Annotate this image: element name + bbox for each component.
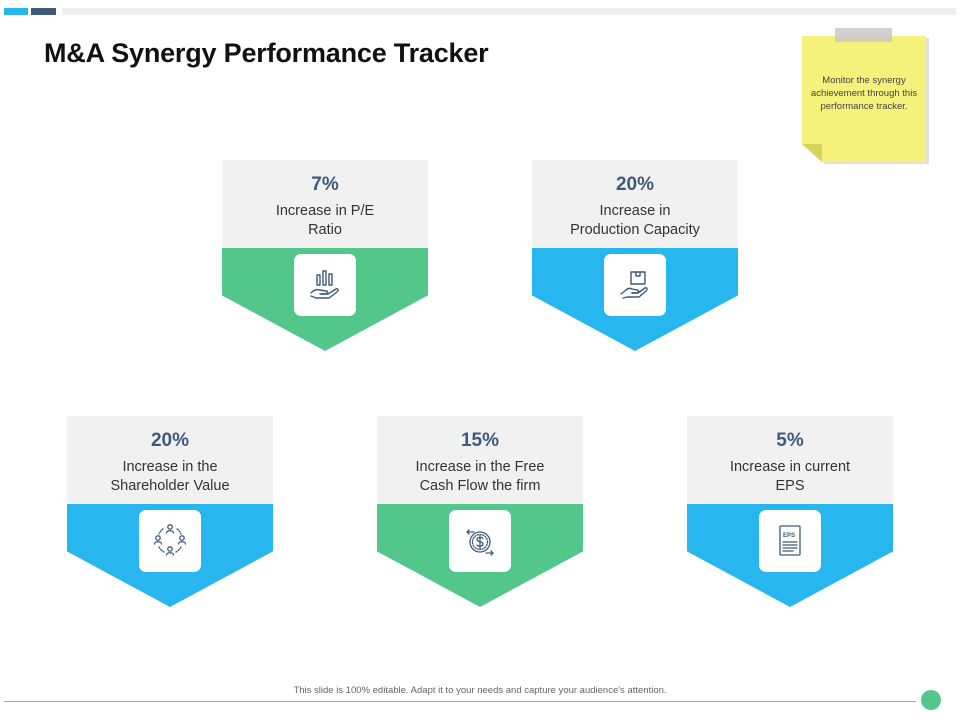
card-icon-box	[449, 510, 511, 572]
people-cycle-icon	[153, 524, 187, 556]
dollar-cycle-icon	[466, 529, 494, 556]
card-label: Increase in P/E Ratio	[232, 202, 418, 240]
sticky-note-text: Monitor the synergy achievement through …	[810, 75, 918, 112]
top-accent-bar	[0, 8, 960, 15]
card-label: Increase in Production Capacity	[542, 202, 728, 240]
page-title: M&A Synergy Performance Tracker	[44, 38, 489, 68]
card-label-line2: EPS	[775, 478, 805, 494]
card-icon-box	[139, 510, 201, 572]
footer-text: This slide is 100% editable. Adapt it to…	[293, 685, 667, 696]
eps-icon-text: EPS	[783, 533, 795, 539]
card-header: 20% Increase in the Shareholder Value	[67, 416, 273, 504]
card-label-line2: Production Capacity	[570, 222, 700, 238]
card-percentage: 20%	[150, 430, 190, 451]
card-shareholder-value: 20% Increase in the Shareholder Value	[67, 416, 273, 608]
top-bar-grey-segment	[62, 8, 956, 15]
top-bar-navy-segment	[31, 8, 56, 15]
card-label-line1: Increase in	[599, 203, 671, 219]
hand-box-icon	[620, 271, 648, 299]
footer-divider	[4, 701, 916, 702]
card-label-line1: Increase in current	[729, 459, 851, 475]
eps-document-icon: EPS	[779, 525, 801, 556]
hand-bar-chart-icon	[310, 270, 339, 299]
card-label-line2: Ratio	[308, 222, 342, 238]
card-percentage: 15%	[460, 430, 500, 451]
card-label-line1: Increase in the Free	[415, 459, 545, 475]
card-header: 15% Increase in the Free Cash Flow the f…	[377, 416, 583, 504]
card-percentage: 5%	[776, 430, 804, 451]
card-label-line2: Cash Flow the firm	[419, 478, 541, 494]
footer-dot	[921, 690, 941, 710]
card-icon-box: EPS	[759, 510, 821, 572]
card-header: 20% Increase in Production Capacity	[532, 160, 738, 248]
sticky-note	[802, 36, 926, 162]
card-percentage: 20%	[615, 174, 655, 195]
card-label-line1: Increase in P/E	[275, 203, 375, 219]
card-label-line1: Increase in the	[122, 459, 218, 475]
card-label: Increase in the Shareholder Value	[77, 458, 263, 496]
card-header: 5% Increase in current EPS	[687, 416, 893, 504]
card-label: Increase in current EPS	[697, 458, 883, 496]
top-bar-blue-segment	[4, 8, 28, 15]
card-production-capacity: 20% Increase in Production Capacity	[532, 160, 738, 352]
card-icon-box	[604, 254, 666, 316]
card-pe-ratio: 7% Increase in P/E Ratio	[222, 160, 428, 352]
card-label-line2: Shareholder Value	[110, 478, 230, 494]
card-label: Increase in the Free Cash Flow the firm	[387, 458, 573, 496]
sticky-note-tape	[835, 28, 892, 42]
card-header: 7% Increase in P/E Ratio	[222, 160, 428, 248]
card-icon-box	[294, 254, 356, 316]
card-percentage: 7%	[311, 174, 339, 195]
card-free-cash-flow: 15% Increase in the Free Cash Flow the f…	[377, 416, 583, 608]
card-current-eps: 5% Increase in current EPS EPS	[687, 416, 893, 608]
